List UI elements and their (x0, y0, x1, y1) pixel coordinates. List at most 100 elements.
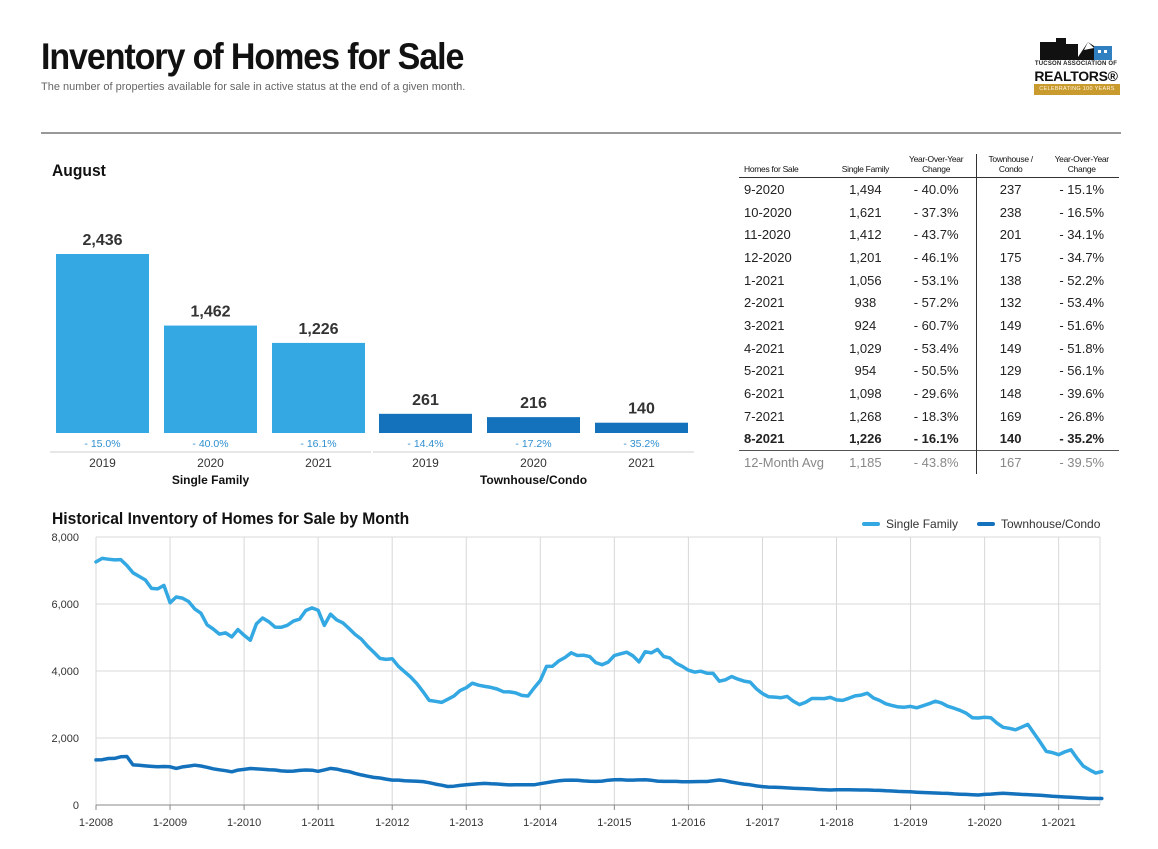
table-cell: 167 (976, 450, 1045, 474)
table-cell: - 37.3% (896, 200, 977, 224)
page-title: Inventory of Homes for Sale (41, 36, 464, 77)
bar-change-label: - 15.0% (84, 438, 120, 450)
legend-label-sf: Single Family (886, 517, 959, 531)
table-cell: 1,621 (849, 204, 882, 220)
table-cell: 140 (999, 431, 1022, 447)
table-row: 6-2021 1,098 - 29.6% 148 - 39.6% (739, 382, 1119, 405)
table-cell: 1,098 (849, 386, 882, 402)
table-cell: - 34.7% (1059, 249, 1105, 265)
table-cell: - 39.6% (1059, 386, 1105, 402)
y-tick-label: 6,000 (51, 599, 79, 611)
table-header-sf-change: Year-Over-Year Change (896, 154, 977, 178)
x-tick-label: 1-2010 (227, 817, 261, 829)
monthly-inventory-table: Homes for Sale Single Family Year-Over-Y… (739, 154, 1119, 474)
legend-swatch-sf (862, 522, 880, 526)
table-cell: - 50.5% (896, 359, 977, 383)
table-cell: 2-2021 (744, 295, 785, 311)
table-cell: - 53.4% (896, 336, 977, 360)
bar-change-label: - 35.2% (623, 438, 659, 450)
table-cell: 149 (999, 340, 1022, 356)
logo-text-line1: TUCSON ASSOCIATION OF (1034, 61, 1118, 67)
bar-year-label: 2021 (628, 456, 655, 470)
table-row: 4-2021 1,029 - 53.4% 149 - 51.8% (739, 336, 1119, 360)
table-cell: - 53.1% (896, 268, 977, 292)
x-tick-label: 1-2014 (523, 817, 557, 829)
table-average-row: 12-Month Avg 1,185- 43.8% 167- 39.5% (739, 450, 1119, 474)
bar-year-label: 2019 (412, 456, 439, 470)
table-cell: - 60.7% (896, 314, 977, 337)
page-subtitle: The number of properties available for s… (41, 81, 466, 93)
bar-th-2021 (595, 422, 688, 433)
august-bar-chart: 2,436 - 15.0% 2019 1,462 - 40.0% 2020 1,226 - 1… (50, 232, 694, 487)
x-tick-label: 1-2019 (893, 817, 927, 829)
table-cell: - 16.5% (1059, 204, 1105, 220)
table-cell: 1,268 (849, 408, 882, 424)
bar-change-label: - 14.4% (407, 438, 443, 450)
table-cell: 9-2020 (744, 181, 785, 197)
table-cell: 1,185 (834, 450, 897, 474)
table-cell: 237 (999, 181, 1022, 197)
table-cell: - 34.1% (1059, 227, 1105, 243)
table-row: 10-2020 1,621 - 37.3% 238 - 16.5% (739, 200, 1119, 224)
table-cell: 238 (999, 204, 1022, 220)
bar-sf-2021 (272, 342, 365, 433)
table-cell: 12-2020 (744, 249, 792, 265)
table-row: 12-2020 1,201 - 46.1% 175 - 34.7% (739, 246, 1119, 269)
table-cell: 1,201 (849, 249, 882, 265)
bar-section-title: August (52, 161, 106, 180)
bar-value-label: 216 (520, 395, 547, 412)
table-cell: 1,226 (849, 431, 882, 447)
table-cell: - 16.1% (896, 427, 977, 451)
bar-change-label: - 40.0% (192, 438, 228, 450)
x-tick-label: 1-2018 (819, 817, 853, 829)
table-cell: 6-2021 (744, 386, 785, 402)
x-tick-label: 1-2013 (449, 817, 483, 829)
bar-value-label: 1,226 (298, 321, 338, 338)
table-cell: 138 (999, 272, 1022, 288)
table-cell: - 57.2% (896, 291, 977, 315)
table-cell: 10-2020 (744, 204, 792, 220)
table-cell: - 43.7% (896, 223, 977, 247)
logo-text-line2: REALTORS® (1034, 68, 1118, 84)
table-cell: 132 (999, 295, 1022, 311)
table-cell: - 18.3% (896, 404, 977, 428)
bar-value-label: 1,462 (190, 304, 230, 321)
table-cell: - 46.1% (896, 246, 977, 269)
y-tick-label: 0 (73, 800, 79, 812)
table-cell: - 26.8% (1059, 408, 1105, 424)
table-cell: - 40.0% (896, 177, 977, 201)
bar-group-label-sf: Single Family (172, 473, 250, 487)
table-row: 8-2021 1,226 - 16.1% 140 - 35.2% (739, 427, 1119, 451)
table-header-th-change: Year-Over-Year Change (1044, 154, 1119, 178)
bar-group-label-th: Townhouse/Condo (480, 473, 587, 487)
x-tick-label: 1-2008 (79, 817, 113, 829)
x-tick-label: 1-2017 (745, 817, 779, 829)
x-tick-label: 1-2021 (1042, 817, 1076, 829)
bar-year-label: 2020 (520, 456, 547, 470)
table-cell: - 15.1% (1059, 181, 1105, 197)
y-tick-label: 4,000 (51, 666, 79, 678)
table-cell: 5-2021 (744, 363, 785, 379)
bar-year-label: 2019 (89, 456, 116, 470)
table-row: 7-2021 1,268 - 18.3% 169 - 26.8% (739, 404, 1119, 428)
table-cell: 954 (854, 363, 877, 379)
x-tick-label: 1-2016 (671, 817, 705, 829)
x-tick-label: 1-2020 (967, 817, 1001, 829)
table-cell: - 39.5% (1044, 450, 1119, 474)
table-cell: 1,412 (849, 227, 882, 243)
bar-sf-2019 (56, 254, 149, 433)
legend-label-th: Townhouse/Condo (1001, 517, 1101, 531)
realtors-logo (1040, 38, 1112, 60)
table-cell: 175 (999, 249, 1022, 265)
logo-ribbon: CELEBRATING 100 YEARS (1034, 84, 1120, 95)
table-row: 2-2021 938 - 57.2% 132 - 53.4% (739, 291, 1119, 315)
table-cell: 1,494 (849, 181, 882, 197)
x-tick-label: 1-2012 (375, 817, 409, 829)
table-header-homes: Homes for Sale (739, 154, 835, 178)
table-cell: - 29.6% (896, 382, 977, 405)
table-cell: - 51.8% (1059, 340, 1105, 356)
series-line-single-family (94, 556, 1104, 775)
table-cell: 8-2021 (744, 431, 785, 447)
header-divider (41, 132, 1121, 134)
